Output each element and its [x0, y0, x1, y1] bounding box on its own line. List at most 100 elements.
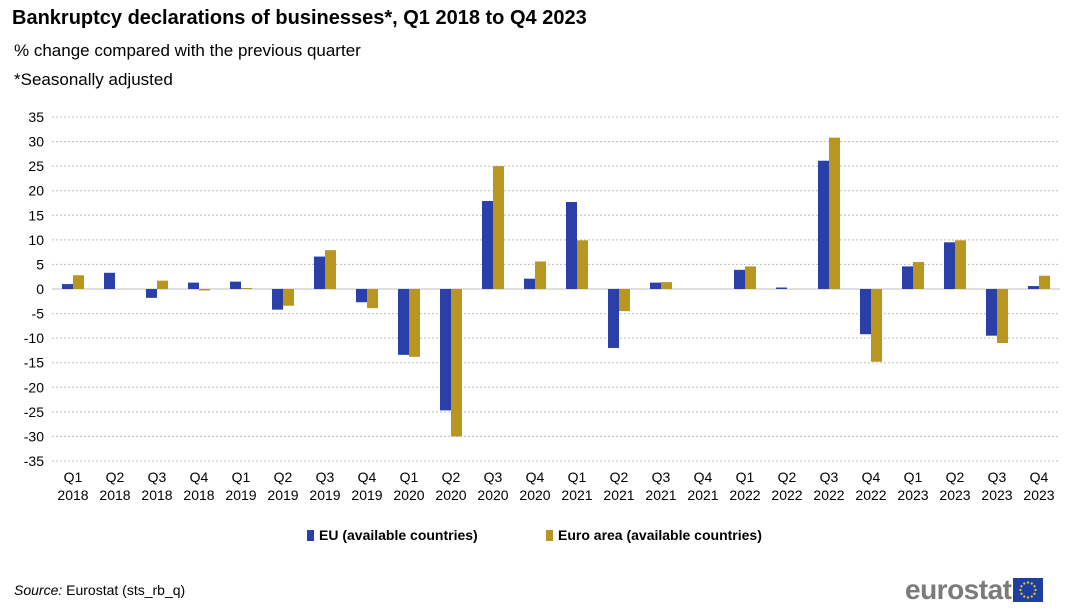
y-axis-ticks: -35 -30 -25 -20 -15 -10 -5 0 5 10 15 20 25 30 35 — [24, 109, 44, 469]
x-tick-year: 2019 — [267, 487, 298, 503]
y-tick-label: 35 — [28, 109, 44, 125]
y-tick-label: -30 — [24, 428, 44, 444]
x-tick-year: 2022 — [729, 487, 760, 503]
x-tick-year: 2022 — [771, 487, 802, 503]
bar-euro-area — [829, 137, 840, 289]
x-tick-quarter: Q3 — [316, 469, 335, 485]
source-note: Source: Eurostat (sts_rb_q) — [14, 582, 185, 598]
legend-label-eu: EU (available countries) — [319, 527, 478, 543]
chart-title: Bankruptcy declarations of businesses*, … — [12, 7, 587, 29]
bar-euro-area — [283, 289, 294, 306]
bar-eu — [986, 289, 997, 336]
y-tick-label: -5 — [32, 306, 45, 322]
bar-euro-area — [745, 266, 756, 289]
x-tick-quarter: Q3 — [148, 469, 167, 485]
x-tick-year: 2019 — [225, 487, 256, 503]
x-tick-year: 2021 — [645, 487, 676, 503]
y-tick-label: -35 — [24, 453, 44, 469]
x-tick-year: 2021 — [603, 487, 634, 503]
bar-euro-area — [997, 289, 1008, 344]
bar-eu — [650, 282, 661, 289]
bar-eu — [146, 289, 157, 298]
x-tick-quarter: Q1 — [904, 469, 923, 485]
y-tick-label: -10 — [24, 330, 44, 346]
legend-label-euro-area: Euro area (available countries) — [558, 527, 762, 543]
bar-euro-area — [73, 275, 84, 289]
logo-text: eurostat — [905, 574, 1012, 605]
x-tick-quarter: Q4 — [526, 469, 545, 485]
y-tick-label: 30 — [28, 134, 44, 150]
x-tick-year: 2023 — [1023, 487, 1054, 503]
x-tick-quarter: Q3 — [652, 469, 671, 485]
x-tick-quarter: Q2 — [946, 469, 965, 485]
x-tick-quarter: Q1 — [400, 469, 419, 485]
bar-eu — [440, 289, 451, 411]
bar-euro-area — [493, 166, 504, 289]
eurostat-logo: eurostat — [905, 574, 1044, 606]
legend-swatch-euro-area — [546, 530, 553, 541]
x-tick-year: 2020 — [477, 487, 508, 503]
bar-euro-area — [409, 289, 420, 357]
bar-eu — [566, 202, 577, 289]
x-tick-quarter: Q4 — [862, 469, 881, 485]
bar-eu — [62, 284, 73, 289]
x-tick-quarter: Q4 — [694, 469, 713, 485]
bar-eu — [482, 201, 493, 289]
bar-euro-area — [619, 289, 630, 312]
bar-eu — [524, 278, 535, 289]
x-tick-year: 2021 — [687, 487, 718, 503]
x-tick-year: 2022 — [813, 487, 844, 503]
x-tick-quarter: Q2 — [442, 469, 461, 485]
bar-euro-area — [199, 289, 210, 291]
x-tick-quarter: Q3 — [988, 469, 1007, 485]
x-tick-quarter: Q2 — [610, 469, 629, 485]
y-tick-label: 0 — [36, 281, 44, 297]
bar-eu — [818, 160, 829, 289]
bar-euro-area — [451, 289, 462, 437]
x-tick-year: 2023 — [939, 487, 970, 503]
x-tick-quarter: Q1 — [736, 469, 755, 485]
x-tick-quarter: Q4 — [190, 469, 209, 485]
x-tick-year: 2018 — [183, 487, 214, 503]
bar-eu — [356, 289, 367, 303]
bar-eu — [1028, 286, 1039, 289]
bar-euro-area — [577, 240, 588, 289]
y-tick-label: -25 — [24, 404, 44, 420]
x-tick-quarter: Q2 — [778, 469, 797, 485]
bar-euro-area — [913, 261, 924, 289]
bar-euro-area — [241, 288, 252, 289]
bar-euro-area — [367, 289, 378, 309]
y-tick-label: 10 — [28, 232, 44, 248]
bar-eu — [230, 281, 241, 289]
bar-eu — [188, 282, 199, 289]
y-tick-label: 5 — [36, 256, 44, 272]
x-tick-year: 2023 — [897, 487, 928, 503]
bar-euro-area — [871, 289, 882, 362]
bar-eu — [902, 266, 913, 289]
seasonal-note: *Seasonally adjusted — [14, 70, 173, 89]
x-tick-quarter: Q4 — [358, 469, 377, 485]
bar-eu — [104, 272, 115, 289]
bar-euro-area — [535, 261, 546, 289]
bar-euro-area — [157, 280, 168, 289]
legend: EU (available countries) Euro area (avai… — [307, 527, 762, 543]
x-tick-year: 2020 — [435, 487, 466, 503]
x-tick-quarter: Q1 — [232, 469, 251, 485]
y-tick-label: 25 — [28, 158, 44, 174]
bar-eu — [314, 256, 325, 289]
bar-chart: -35 -30 -25 -20 -15 -10 -5 0 5 10 15 20 25 30 35 Q1 201… — [24, 109, 1060, 543]
eu-flag-icon — [1013, 578, 1044, 602]
y-tick-label: -15 — [24, 355, 44, 371]
x-tick-year: 2020 — [519, 487, 550, 503]
bar-eu — [398, 289, 409, 355]
x-axis-ticks: Q1 2018 Q2 2018 Q3 2018 Q4 2018 Q1 2019 Q2 2019 Q3 20… — [57, 469, 1054, 503]
bars — [62, 137, 1050, 437]
bar-eu — [734, 269, 745, 289]
x-tick-year: 2018 — [99, 487, 130, 503]
x-tick-quarter: Q3 — [484, 469, 503, 485]
x-tick-quarter: Q1 — [64, 469, 83, 485]
bar-euro-area — [661, 282, 672, 289]
bar-euro-area — [1039, 275, 1050, 289]
x-tick-year: 2023 — [981, 487, 1012, 503]
bar-eu — [608, 289, 619, 348]
